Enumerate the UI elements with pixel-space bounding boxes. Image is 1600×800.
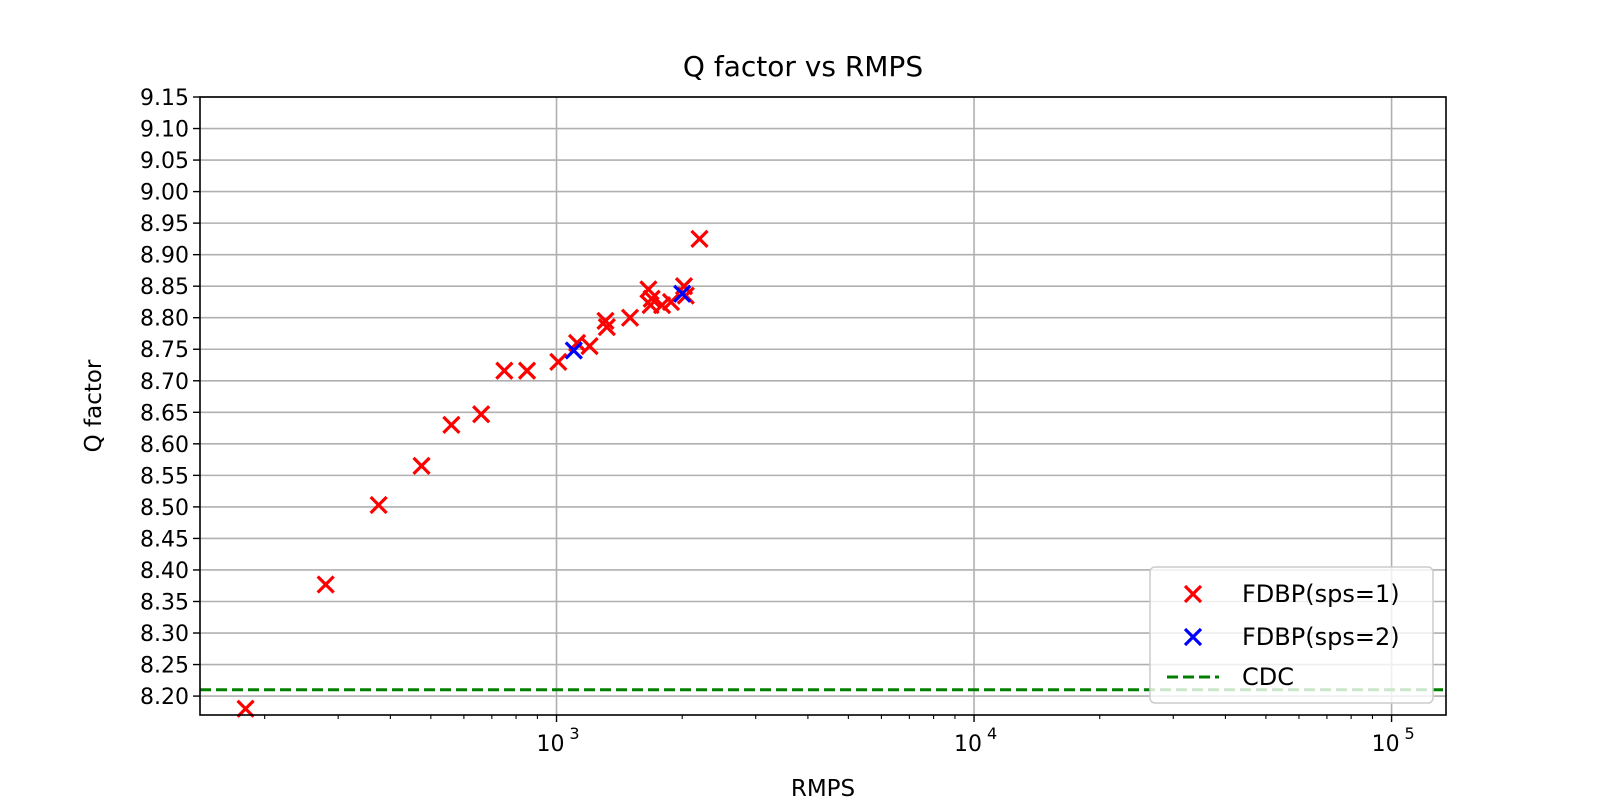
point-series-1 — [549, 352, 568, 371]
point-series-1 — [472, 405, 491, 424]
x-tick-label: 10 — [537, 732, 565, 757]
x-tick-label: 10 — [954, 732, 982, 757]
marker-stroke — [1183, 627, 1203, 647]
legend-label-series-2: FDBP(sps=2) — [1242, 623, 1400, 651]
y-tick-label: 8.50 — [140, 496, 189, 521]
marker-stroke — [596, 311, 615, 330]
y-tick-label: 8.75 — [140, 338, 189, 363]
y-tick-label: 8.65 — [140, 401, 189, 426]
marker-stroke — [639, 280, 658, 299]
y-tick-label: 9.05 — [140, 149, 189, 174]
legend-label-cdc: CDC — [1242, 663, 1294, 691]
marker-stroke — [517, 361, 537, 380]
point-series-1 — [580, 336, 599, 356]
y-tick-label: 8.90 — [140, 244, 189, 269]
y-tick-label: 8.30 — [140, 622, 189, 647]
marker-stroke — [472, 405, 491, 424]
point-series-1 — [442, 415, 461, 435]
y-tick-label: 8.60 — [140, 433, 189, 458]
point-series-1 — [690, 229, 709, 249]
marker-stroke — [597, 318, 616, 337]
x-tick-exponent: 4 — [987, 724, 997, 743]
point-series-2 — [564, 341, 583, 360]
marker-stroke — [580, 336, 599, 356]
marker-stroke — [690, 229, 709, 249]
x-tick-exponent: 5 — [1404, 724, 1414, 743]
y-tick-label: 9.00 — [140, 181, 189, 206]
marker-stroke — [564, 341, 583, 360]
chart-title: Q factor vs RMPS — [683, 50, 923, 83]
marker-stroke — [642, 289, 661, 308]
data-points — [236, 229, 709, 718]
y-tick-label: 9.15 — [140, 86, 189, 111]
marker-stroke — [236, 699, 255, 718]
point-series-1 — [642, 289, 661, 308]
point-series-1 — [369, 495, 388, 515]
marker-stroke — [442, 415, 461, 435]
x-axis-ticks: 10 3 10 4 10 5 — [264, 715, 1415, 757]
marker-stroke — [549, 352, 568, 371]
y-tick-label: 8.85 — [140, 275, 189, 300]
y-tick-label: 8.20 — [140, 685, 189, 710]
point-series-1 — [597, 318, 616, 337]
y-tick-label: 8.45 — [140, 527, 189, 552]
y-tick-label: 8.40 — [140, 559, 189, 584]
point-series-1 — [517, 361, 537, 380]
marker-stroke — [412, 456, 431, 476]
x-axis-label: RMPS — [791, 776, 855, 800]
legend-label-series-1: FDBP(sps=1) — [1242, 580, 1400, 608]
x-tick-exponent: 3 — [569, 724, 579, 743]
x-tick-label: 10 — [1372, 732, 1400, 757]
point-series-1 — [236, 699, 255, 718]
marker-stroke — [316, 575, 335, 594]
marker-stroke — [661, 292, 681, 312]
y-tick-label: 8.70 — [140, 370, 189, 395]
y-tick-label: 8.80 — [140, 307, 189, 332]
y-tick-label: 8.95 — [140, 212, 189, 237]
y-axis-label: Q factor — [81, 359, 107, 452]
y-tick-label: 8.35 — [140, 590, 189, 615]
y-tick-label: 8.25 — [140, 654, 189, 679]
y-axis-ticks: 8.20 8.25 8.30 8.35 8.40 8.45 8.50 8.55 8.60 8.65… — [140, 86, 200, 710]
y-tick-label: 9.10 — [140, 118, 189, 143]
point-series-1 — [316, 575, 335, 594]
legend-marker-series-1 — [1183, 584, 1203, 604]
marker-stroke — [620, 308, 640, 327]
legend: FDBP(sps=1) FDBP(sps=2) CDC — [1149, 566, 1434, 704]
marker-stroke — [1183, 584, 1203, 604]
plot-frame — [199, 96, 1447, 716]
point-series-1 — [412, 456, 431, 476]
y-tick-label: 8.55 — [140, 464, 189, 489]
legend-box — [1149, 566, 1434, 704]
point-series-1 — [620, 308, 640, 327]
marker-stroke — [495, 361, 514, 380]
marker-stroke — [673, 284, 692, 303]
point-series-2 — [673, 284, 692, 303]
point-series-1 — [596, 311, 615, 330]
point-series-1 — [661, 292, 681, 312]
marker-stroke — [369, 495, 388, 515]
legend-marker-series-2 — [1183, 627, 1203, 647]
point-series-1 — [495, 361, 514, 380]
